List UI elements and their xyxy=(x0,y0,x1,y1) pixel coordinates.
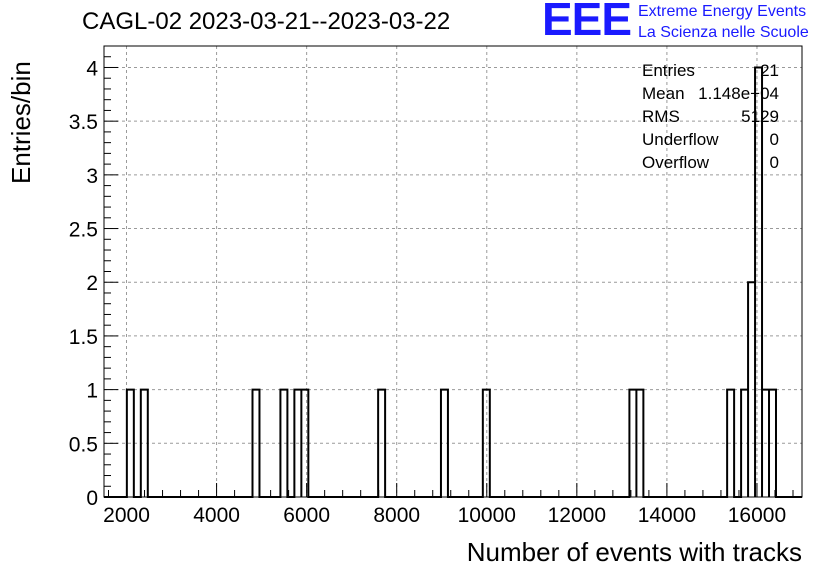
stats-underflow-row: Underflow 0 xyxy=(642,128,779,151)
stats-mean-row: Mean 1.148e+04 xyxy=(642,82,779,105)
stats-overflow-value: 0 xyxy=(769,153,779,172)
logo-line-2: La Scienza nelle Scuole xyxy=(638,24,809,41)
x-tick-label: 4000 xyxy=(193,504,240,527)
stats-mean-label: Mean xyxy=(642,84,685,103)
stats-underflow-value: 0 xyxy=(769,130,779,149)
x-tick-label: 2000 xyxy=(103,504,150,527)
y-tick-label: 2.5 xyxy=(69,219,98,242)
stats-rms-label: RMS xyxy=(642,107,680,126)
y-tick-label: 2 xyxy=(86,272,98,295)
y-tick-label: 3 xyxy=(86,165,98,188)
logo-line-1: Extreme Energy Events xyxy=(638,3,807,20)
x-axis-label: Number of events with tracks xyxy=(466,537,802,567)
x-tick-label: 6000 xyxy=(283,504,330,527)
x-tick-label: 8000 xyxy=(373,504,420,527)
stats-rms-value: 5129 xyxy=(741,107,779,126)
x-tick-label: 16000 xyxy=(728,504,786,527)
x-tick-label: 14000 xyxy=(638,504,696,527)
eee-logo-mark: EEE xyxy=(542,0,632,45)
stats-entries-value: 21 xyxy=(760,61,779,80)
x-tick-label: 10000 xyxy=(458,504,516,527)
stats-mean-value: 1.148e+04 xyxy=(698,84,779,103)
y-tick-label: 3.5 xyxy=(69,111,98,134)
y-tick-label: 1.5 xyxy=(69,326,98,349)
stats-rms-row: RMS 5129 xyxy=(642,105,779,128)
stats-underflow-label: Underflow xyxy=(642,130,719,149)
stats-box: Entries 21 Mean 1.148e+04 RMS 5129 Under… xyxy=(642,59,779,174)
stats-overflow-label: Overflow xyxy=(642,153,710,172)
x-tick-label: 12000 xyxy=(548,504,606,527)
y-tick-label: 0.5 xyxy=(69,433,98,456)
stats-entries-row: Entries 21 xyxy=(642,59,779,82)
stats-overflow-row: Overflow 0 xyxy=(642,151,779,174)
y-tick-label: 0 xyxy=(86,487,98,510)
chart-title: CAGL-02 2023-03-21--2023-03-22 xyxy=(82,8,451,35)
y-tick-label: 1 xyxy=(86,380,98,403)
y-tick-label: 4 xyxy=(86,57,98,80)
stats-entries-label: Entries xyxy=(642,61,695,80)
